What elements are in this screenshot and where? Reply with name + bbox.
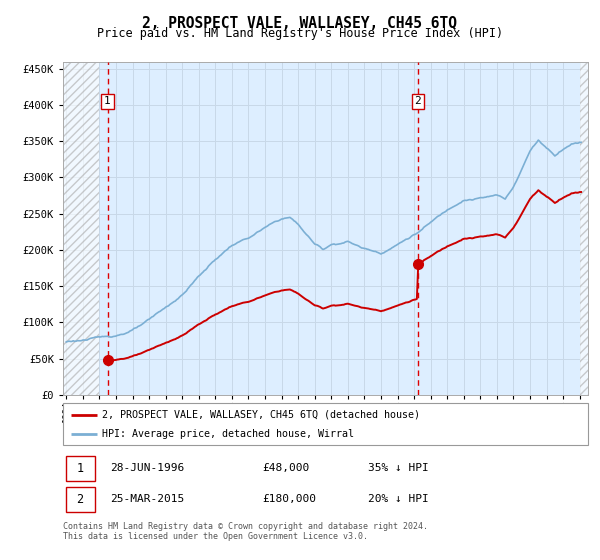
Text: 1: 1 bbox=[77, 462, 83, 475]
Text: £180,000: £180,000 bbox=[263, 494, 317, 505]
FancyBboxPatch shape bbox=[65, 456, 95, 481]
Text: 35% ↓ HPI: 35% ↓ HPI bbox=[367, 464, 428, 473]
FancyBboxPatch shape bbox=[63, 403, 588, 445]
Text: Contains HM Land Registry data © Crown copyright and database right 2024.
This d: Contains HM Land Registry data © Crown c… bbox=[63, 522, 428, 542]
Text: HPI: Average price, detached house, Wirral: HPI: Average price, detached house, Wirr… bbox=[103, 429, 355, 439]
FancyBboxPatch shape bbox=[65, 487, 95, 512]
Text: 2: 2 bbox=[77, 493, 83, 506]
Text: 2, PROSPECT VALE, WALLASEY, CH45 6TQ: 2, PROSPECT VALE, WALLASEY, CH45 6TQ bbox=[143, 16, 458, 31]
Text: 1: 1 bbox=[104, 96, 111, 106]
Text: 20% ↓ HPI: 20% ↓ HPI bbox=[367, 494, 428, 505]
Text: 28-JUN-1996: 28-JUN-1996 bbox=[110, 464, 185, 473]
Text: £48,000: £48,000 bbox=[263, 464, 310, 473]
Text: Price paid vs. HM Land Registry's House Price Index (HPI): Price paid vs. HM Land Registry's House … bbox=[97, 27, 503, 40]
Text: 25-MAR-2015: 25-MAR-2015 bbox=[110, 494, 185, 505]
Text: 2, PROSPECT VALE, WALLASEY, CH45 6TQ (detached house): 2, PROSPECT VALE, WALLASEY, CH45 6TQ (de… bbox=[103, 409, 421, 419]
Text: 2: 2 bbox=[415, 96, 421, 106]
